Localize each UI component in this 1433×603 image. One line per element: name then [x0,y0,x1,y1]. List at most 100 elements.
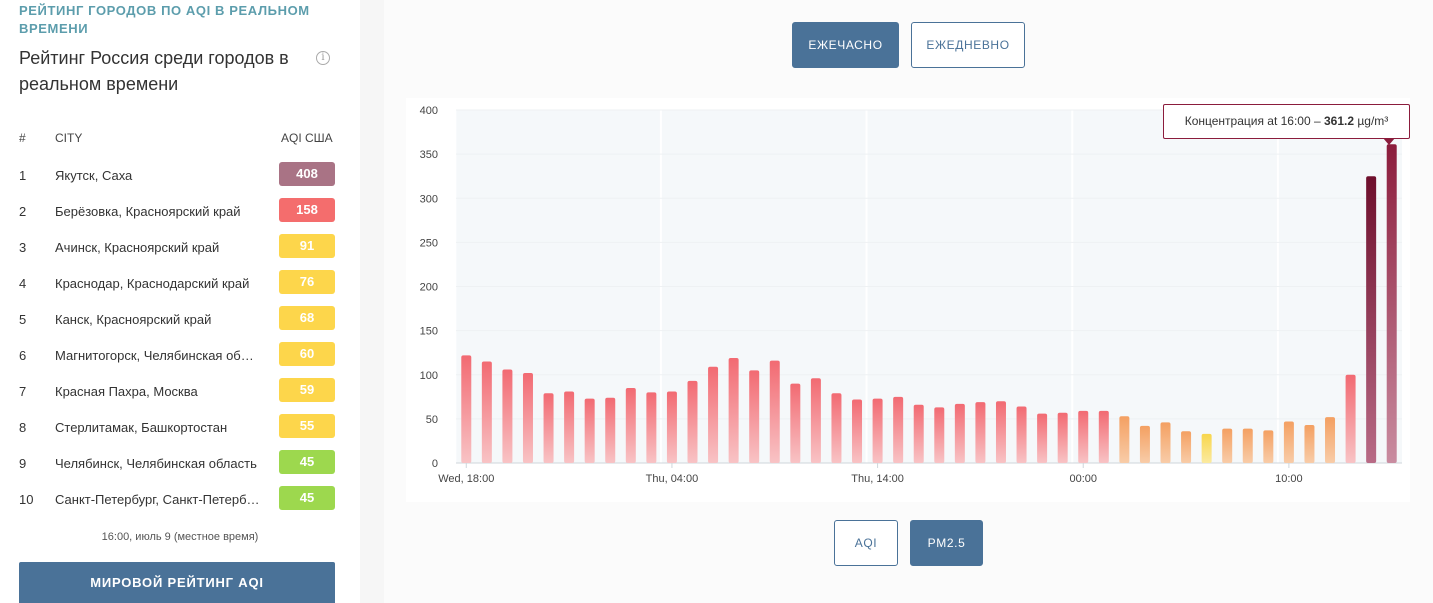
chart-bar [666,391,677,463]
chart-bar [1345,374,1356,463]
y-tick-label: 350 [420,149,438,161]
ranking-table: 1 Якутск, Саха 408 2 Берёзовка, Красноярский… [0,157,360,517]
y-tick-label: 200 [420,282,438,294]
chart-bar [1139,425,1150,463]
ranking-table-header: # CITY AQI США [0,131,360,147]
pm25-bar-chart[interactable]: 0 50 100 150 200 250 300 350 400 Wed, 18:00 Thu, 0… [406,98,1410,502]
chart-bar [1016,406,1027,463]
chart-bar [1283,421,1294,463]
row-city[interactable]: Берёзовка, Красноярский край [55,204,241,219]
row-aqi-badge: 55 [279,414,335,438]
row-city[interactable]: Якутск, Саха [55,168,133,183]
panel-divider [360,0,384,603]
chart-bar [852,399,863,463]
ranking-row[interactable]: 10 Санкт-Петербург, Санкт-Петерб… 45 [0,481,360,517]
chart-bar [646,392,657,463]
ranking-row[interactable]: 8 Стерлитамак, Башкортостан 55 [0,409,360,445]
chart-bar [605,397,616,463]
row-city[interactable]: Ачинск, Красноярский край [55,240,220,255]
row-rank: 6 [19,348,27,363]
aqi-toggle[interactable]: AQI [834,520,898,566]
row-city[interactable]: Челябинск, Челябинская область [55,456,257,471]
row-rank: 3 [19,240,27,255]
chart-bar [1057,412,1068,463]
chart-tooltip: Концентрация at 16:00 – 361.2 µg/m³ [1163,104,1410,139]
ranking-row[interactable]: 2 Берёзовка, Красноярский край 158 [0,193,360,229]
chart-bar [625,387,636,463]
chart-bar [481,361,492,463]
hourly-toggle[interactable]: ЕЖЕЧАСНО [792,22,899,68]
ranking-row[interactable]: 4 Краснодар, Краснодарский край 76 [0,265,360,301]
x-tick-label: 10:00 [1275,473,1303,485]
ranking-row[interactable]: 6 Магнитогорск, Челябинская об… 60 [0,337,360,373]
chart-bar [1222,428,1233,463]
chart-bar [522,372,533,463]
chart-bar [810,378,821,463]
chart-bar [543,393,554,463]
daily-toggle[interactable]: ЕЖЕДНЕВНО [911,22,1025,68]
row-aqi-badge: 91 [279,234,335,258]
chart-bar [1181,431,1192,463]
chart-bar [728,357,739,463]
row-city[interactable]: Санкт-Петербург, Санкт-Петерб… [55,492,260,507]
row-aqi-badge: 408 [279,162,335,186]
row-aqi-badge: 45 [279,486,335,510]
row-aqi-badge: 60 [279,342,335,366]
chart-bar [564,391,575,463]
chart-bar [1263,430,1274,463]
ranking-row[interactable]: 1 Якутск, Саха 408 [0,157,360,193]
row-rank: 4 [19,276,27,291]
updated-time: 16:00, июль 9 (местное время) [101,531,259,543]
row-rank: 2 [19,204,27,219]
chart-bar [954,403,965,463]
tooltip-arrow [1383,138,1395,145]
x-tick-label: 00:00 [1069,473,1097,485]
row-rank: 8 [19,420,27,435]
chart-bar [893,396,904,463]
chart-bar [831,393,842,463]
chart-bar [769,360,780,463]
col-rank-header: # [19,131,26,145]
y-tick-label: 100 [420,370,438,382]
info-icon[interactable]: i [316,51,330,65]
row-rank: 9 [19,456,27,471]
row-aqi-badge: 45 [279,450,335,474]
chart-bar [461,355,472,463]
chart-bar [790,383,801,463]
chart-bar [872,398,883,463]
chart-bar [687,380,698,463]
tooltip-prefix: Концентрация at 16:00 – [1184,114,1324,128]
row-city[interactable]: Красная Пахра, Москва [55,384,198,399]
row-aqi-badge: 158 [279,198,335,222]
chart-bar [708,366,719,463]
col-city-header: CITY [55,131,83,145]
chart-bar [749,370,760,463]
ranking-row[interactable]: 9 Челябинск, Челябинская область 45 [0,445,360,481]
row-city[interactable]: Краснодар, Краснодарский край [55,276,250,291]
chart-bar [995,401,1006,463]
x-tick-label: Thu, 14:00 [851,473,904,485]
row-city[interactable]: Стерлитамак, Башкортостан [55,420,228,435]
row-rank: 5 [19,312,27,327]
ranking-row[interactable]: 7 Красная Пахра, Москва 59 [0,373,360,409]
row-aqi-badge: 59 [279,378,335,402]
chart-bar [1242,428,1253,463]
chart-bar [1201,433,1212,463]
chart-bar [1098,410,1109,463]
ranking-panel: РЕЙТИНГ ГОРОДОВ ПО AQI В РЕАЛЬНОМ ВРЕМЕН… [0,0,360,603]
y-tick-label: 250 [420,237,438,249]
world-ranking-button[interactable]: МИРОВОЙ РЕЙТИНГ AQI [19,562,335,603]
ranking-row[interactable]: 5 Канск, Красноярский край 68 [0,301,360,337]
row-rank: 7 [19,384,27,399]
x-tick-label: Thu, 04:00 [646,473,699,485]
y-tick-label: 300 [420,193,438,205]
chart-bar [1078,410,1089,463]
row-city[interactable]: Магнитогорск, Челябинская об… [55,348,254,363]
row-city[interactable]: Канск, Красноярский край [55,312,212,327]
ranking-row[interactable]: 3 Ачинск, Красноярский край 91 [0,229,360,265]
y-tick-label: 150 [420,326,438,338]
x-tick-label: Wed, 18:00 [438,473,494,485]
chart-bar [934,407,945,463]
chart-bar [1366,176,1377,463]
pm25-toggle[interactable]: PM2.5 [910,520,983,566]
